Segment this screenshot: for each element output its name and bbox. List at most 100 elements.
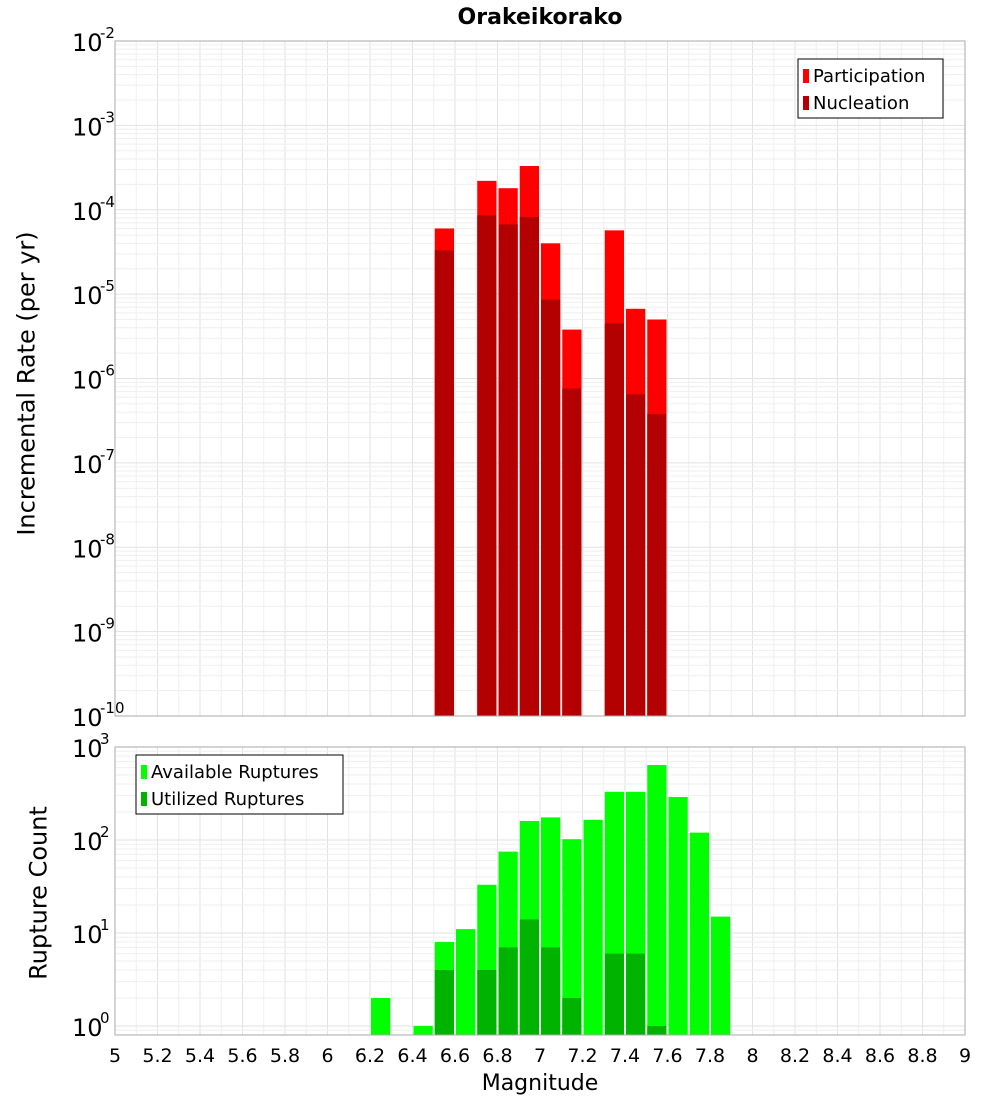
bar-series2 — [498, 224, 518, 717]
x-tick-label: 6.2 — [355, 1045, 385, 1067]
y-tick-label-base: 10 — [72, 29, 103, 57]
y-tick-label-base: 10 — [72, 921, 103, 949]
x-tick-label: 5 — [109, 1045, 121, 1067]
y-tick-label-exponent: 2 — [100, 823, 110, 841]
bar-series1 — [711, 916, 731, 1035]
x-tick-label: 7 — [534, 1045, 546, 1067]
bar-series2 — [604, 953, 624, 1035]
bar-series1 — [647, 765, 667, 1035]
bar-series2 — [626, 953, 646, 1035]
x-tick-label: 5.4 — [185, 1045, 215, 1067]
bar-series1 — [371, 997, 391, 1035]
x-tick-label: 8.4 — [822, 1045, 852, 1067]
x-tick-label: 9 — [959, 1045, 971, 1067]
legend-label: Utilized Ruptures — [151, 789, 304, 810]
x-tick-label: 6.6 — [440, 1045, 470, 1067]
bar-series2 — [626, 394, 646, 716]
bar-series2 — [541, 299, 561, 716]
bar-series2 — [519, 919, 539, 1035]
legend-label: Participation — [813, 66, 925, 87]
x-tick-label: 6.8 — [482, 1045, 512, 1067]
y-tick-label-exponent: -4 — [100, 193, 115, 211]
y-tick-label-exponent: -10 — [100, 699, 125, 717]
legend-swatch — [803, 96, 809, 110]
x-tick-label: 8.8 — [907, 1045, 937, 1067]
bar-series2 — [519, 217, 539, 716]
x-tick-label: 6.4 — [397, 1045, 427, 1067]
bar-series1 — [668, 796, 688, 1035]
y-tick-label-exponent: -9 — [100, 615, 115, 633]
bar-series2 — [647, 413, 667, 716]
x-tick-label: 5.6 — [227, 1045, 257, 1067]
bottom-bars — [371, 765, 731, 1035]
bar-series1 — [689, 832, 709, 1035]
legend-label: Available Ruptures — [151, 762, 319, 783]
bar-series2 — [477, 215, 497, 717]
y-tick-label-exponent: 1 — [100, 916, 110, 934]
legend-swatch — [141, 765, 147, 779]
incremental-rate-panel: 10-210-310-410-510-610-710-810-910-10 In… — [12, 24, 966, 732]
x-tick-label: 8.2 — [780, 1045, 810, 1067]
x-tick-label: 7.4 — [610, 1045, 640, 1067]
top-grid — [114, 40, 966, 717]
y-tick-label-base: 10 — [72, 198, 103, 226]
top-y-ticks: 10-210-310-410-510-610-710-810-910-10 — [72, 24, 125, 732]
y-tick-label-base: 10 — [72, 282, 103, 310]
bar-series1 — [456, 929, 476, 1035]
x-tick-label: 7.6 — [652, 1045, 682, 1067]
y-tick-label-base: 10 — [72, 367, 103, 395]
legend-swatch — [803, 69, 809, 83]
top-plot-frame — [114, 40, 966, 717]
y-tick-label-base: 10 — [72, 113, 103, 141]
legend-label: Nucleation — [813, 93, 909, 114]
bottom-plot-frame — [114, 746, 966, 1036]
x-tick-label: 5.8 — [270, 1045, 300, 1067]
legend-box — [797, 58, 944, 119]
x-tick-label: 8.6 — [865, 1045, 895, 1067]
bar-series2 — [562, 997, 582, 1035]
top-bars — [434, 166, 667, 717]
y-tick-label-base: 10 — [72, 735, 103, 763]
x-axis-label: Magnitude — [482, 1071, 599, 1096]
bar-series1 — [413, 1025, 433, 1035]
y-tick-label-exponent: 0 — [100, 1009, 110, 1027]
top-legend: Participation Nucleation — [797, 58, 944, 119]
y-tick-label-exponent: 3 — [100, 730, 110, 748]
bar-series2 — [562, 388, 582, 716]
bar-series2 — [434, 969, 454, 1035]
y-tick-label-base: 10 — [72, 1014, 103, 1042]
legend-swatch — [141, 792, 147, 806]
x-tick-label: 7.2 — [567, 1045, 597, 1067]
y-tick-label-base: 10 — [72, 704, 103, 732]
bottom-legend: Available Ruptures Utilized Ruptures — [135, 754, 344, 815]
x-tick-label: 5.2 — [142, 1045, 172, 1067]
bar-series2 — [498, 947, 518, 1035]
bottom-y-axis-label: Rupture Count — [24, 806, 52, 980]
bar-series2 — [647, 1025, 667, 1035]
y-tick-label-base: 10 — [72, 828, 103, 856]
y-tick-label-exponent: -6 — [100, 362, 115, 380]
chart-title: Orakeikorako — [458, 5, 623, 30]
x-tick-label: 7.8 — [695, 1045, 725, 1067]
y-tick-label-exponent: -3 — [100, 108, 115, 126]
bar-series2 — [604, 323, 624, 716]
top-y-axis-label: Incremental Rate (per yr) — [12, 231, 40, 535]
x-tick-label: 8 — [746, 1045, 758, 1067]
y-tick-label-exponent: -5 — [100, 277, 115, 295]
y-tick-label-base: 10 — [72, 535, 103, 563]
y-tick-label-base: 10 — [72, 451, 103, 479]
bar-series2 — [434, 250, 454, 717]
x-tick-label: 6 — [321, 1045, 333, 1067]
bar-series2 — [541, 947, 561, 1035]
bar-series2 — [477, 969, 497, 1035]
y-tick-label-base: 10 — [72, 620, 103, 648]
bar-series1 — [562, 839, 582, 1035]
y-tick-label-exponent: -8 — [100, 530, 115, 548]
y-tick-label-exponent: -7 — [100, 446, 115, 464]
x-tick-labels: 5 5.2 5.4 5.6 5.8 6 6.2 6.4 6.6 6.8 7 7.2 7.4 7.6 7.8 8… — [109, 1045, 971, 1067]
bar-series1 — [583, 819, 603, 1035]
y-tick-label-exponent: -2 — [100, 24, 115, 42]
legend-box — [135, 754, 344, 815]
